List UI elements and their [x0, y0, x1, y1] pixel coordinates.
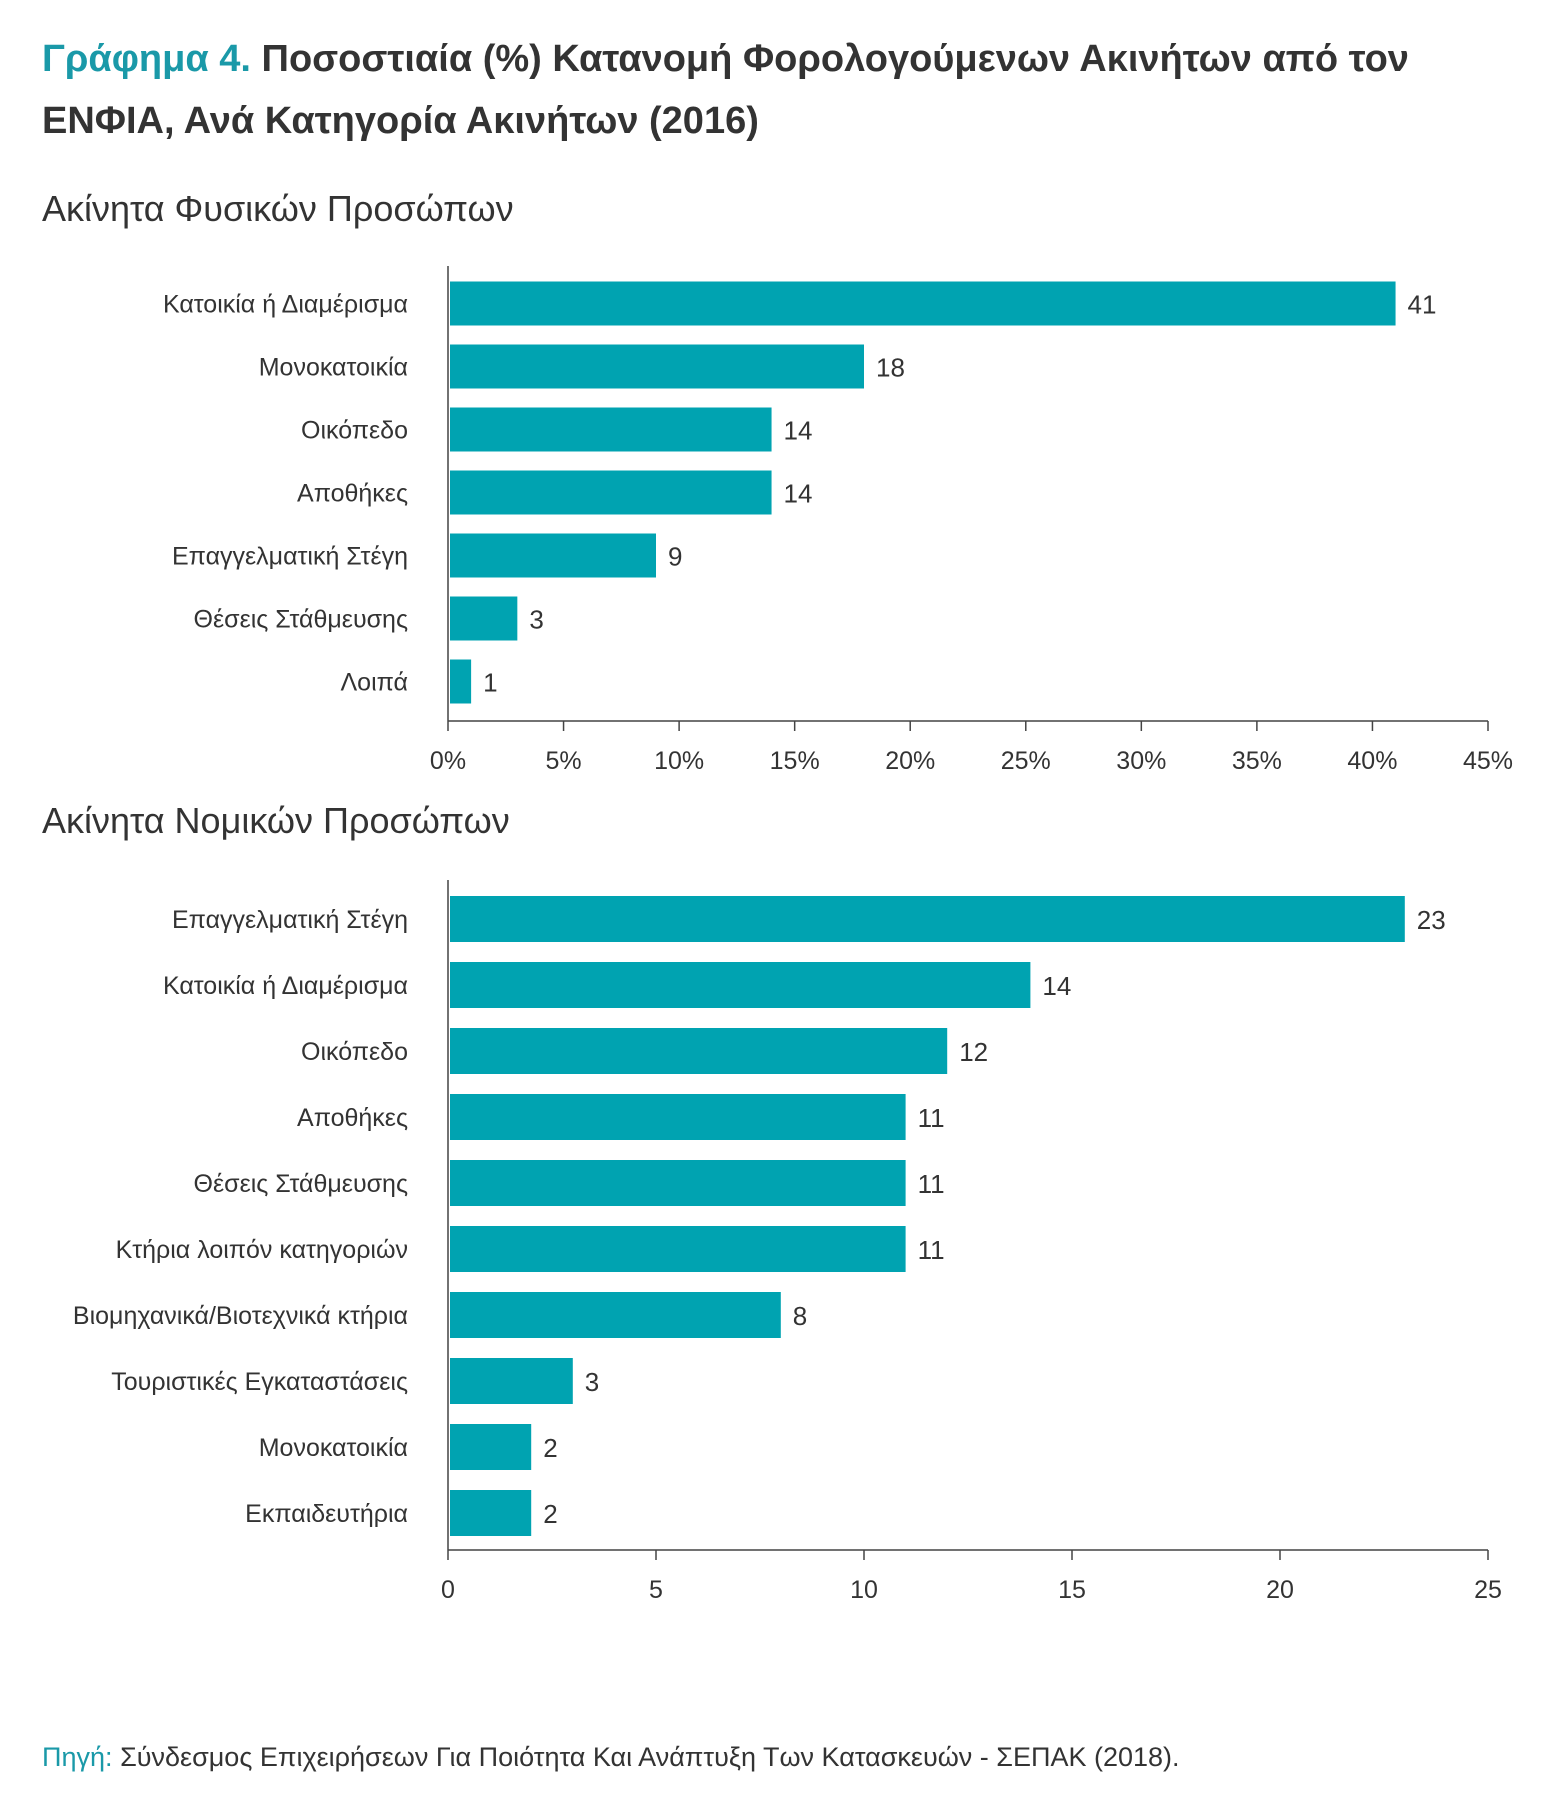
bar	[450, 1358, 573, 1404]
x-tick-label: 15	[1058, 1576, 1086, 1604]
bar	[450, 344, 864, 389]
bar	[450, 1028, 948, 1074]
bar	[450, 896, 1405, 942]
data-label: 9	[668, 542, 682, 572]
data-label: 11	[918, 1235, 945, 1265]
category-label: Βιομηχανικά/Βιοτεχνικά κτήρια	[73, 1302, 408, 1330]
x-tick-label: 25	[1474, 1576, 1502, 1604]
bar	[450, 407, 772, 452]
x-tick-label: 20%	[885, 747, 935, 775]
data-label: 12	[959, 1037, 988, 1067]
category-label: Θέσεις Στάθμευσης	[194, 1170, 408, 1198]
bar	[450, 1424, 532, 1470]
bar	[450, 1160, 906, 1206]
bar	[450, 1226, 906, 1272]
data-label: 1	[483, 668, 497, 698]
category-label: Κτήρια λοιπόν κατηγοριών	[116, 1236, 408, 1264]
data-label: 11	[918, 1103, 945, 1133]
data-label: 14	[1042, 971, 1071, 1001]
data-label: 41	[1408, 290, 1437, 320]
x-tick-label: 10	[850, 1576, 878, 1604]
category-label: Επαγγελματική Στέγη	[172, 543, 408, 571]
figure-title-text: Ποσοστιαία (%) Κατανομή Φορολογούμενων Α…	[42, 38, 1409, 142]
x-tick-label: 35%	[1232, 747, 1282, 775]
x-tick-label: 30%	[1116, 747, 1166, 775]
data-label: 14	[784, 416, 813, 446]
x-tick-label: 5%	[545, 747, 581, 775]
bar	[450, 659, 472, 704]
bar	[450, 1490, 532, 1536]
bar	[450, 281, 1396, 326]
category-label: Τουριστικές Εγκαταστάσεις	[111, 1368, 408, 1396]
data-label: 8	[793, 1301, 807, 1331]
x-tick-label: 10%	[654, 747, 704, 775]
category-label: Αποθήκες	[297, 1104, 408, 1132]
x-tick-label: 45%	[1463, 747, 1513, 775]
x-tick-label: 5	[649, 1576, 663, 1604]
data-label: 2	[543, 1499, 557, 1529]
category-label: Κατοικία ή Διαμέρισμα	[163, 291, 408, 319]
x-tick-label: 0	[441, 1576, 455, 1604]
bar-chart-natural-persons: Κατοικία ή Διαμέρισμα 41 Μονοκατοικία 18 Οικ…	[163, 266, 1513, 775]
category-label: Αποθήκες	[297, 480, 408, 508]
bar	[450, 1292, 781, 1338]
x-tick-label: 40%	[1347, 747, 1397, 775]
bar	[450, 470, 772, 515]
figure-title-prefix: Γράφημα 4.	[42, 38, 251, 80]
category-label: Μονοκατοικία	[259, 1434, 408, 1462]
x-tick-label: 25%	[1001, 747, 1051, 775]
data-label: 23	[1417, 905, 1446, 935]
data-label: 14	[784, 479, 813, 509]
source-text: Σύνδεσμος Επιχειρήσεων Για Ποιότητα Και …	[120, 1742, 1180, 1772]
figure-title: Γράφημα 4. Ποσοστιαία (%) Κατανομή Φορολ…	[42, 28, 1502, 152]
data-label: 2	[543, 1433, 557, 1463]
category-label: Οικόπεδο	[301, 417, 408, 445]
source-prefix: Πηγή:	[42, 1742, 113, 1772]
x-tick-label: 0%	[430, 747, 466, 775]
category-label: Κατοικία ή Διαμέρισμα	[163, 972, 408, 1000]
category-label: Μονοκατοικία	[259, 354, 408, 382]
category-label: Λοιπά	[340, 669, 408, 697]
x-tick-label: 15%	[770, 747, 820, 775]
data-label: 3	[585, 1367, 599, 1397]
source-note: Πηγή: Σύνδεσμος Επιχειρήσεων Για Ποιότητ…	[42, 1742, 1180, 1773]
chart-title-legal-persons: Ακίνητα Νομικών Προσώπων	[42, 800, 510, 841]
category-label: Οικόπεδο	[301, 1038, 408, 1066]
data-label: 11	[918, 1169, 945, 1199]
bar	[450, 596, 518, 641]
data-label: 18	[876, 353, 905, 383]
bar	[450, 962, 1031, 1008]
bar	[450, 1094, 906, 1140]
bar	[450, 533, 656, 578]
data-label: 3	[529, 605, 543, 635]
x-tick-label: 20	[1266, 1576, 1294, 1604]
category-label: Θέσεις Στάθμευσης	[194, 606, 408, 634]
chart-title-natural-persons: Ακίνητα Φυσικών Προσώπων	[42, 188, 514, 229]
category-label: Εκπαιδευτήρια	[245, 1500, 408, 1528]
category-label: Επαγγελματική Στέγη	[172, 906, 408, 934]
